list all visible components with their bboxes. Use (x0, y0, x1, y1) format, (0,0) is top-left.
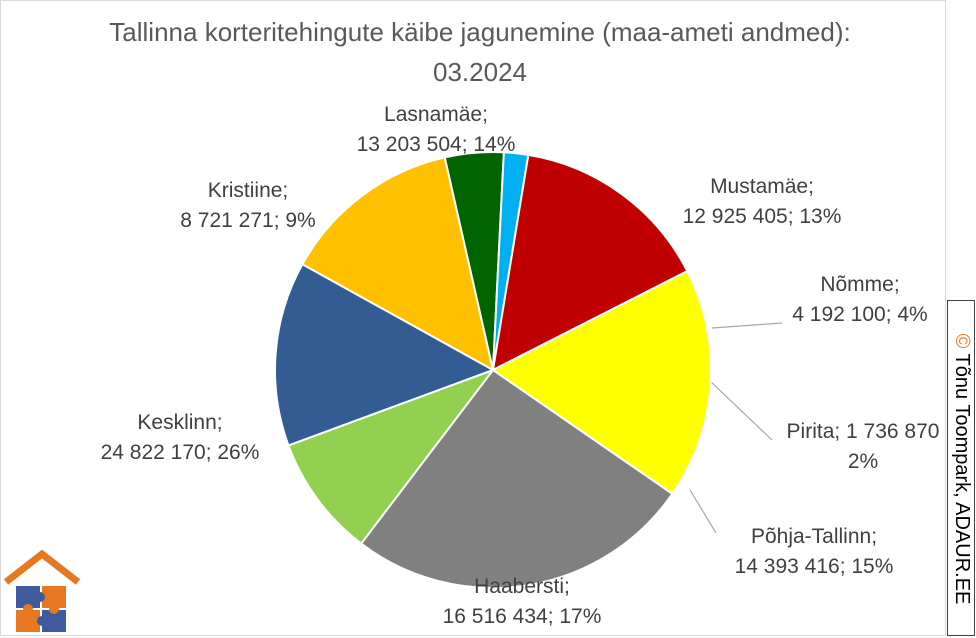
label-line: 4 192 100; 4% (792, 303, 928, 326)
label-line: Pirita; 1 736 870 (786, 420, 940, 443)
label-line: Haabersti; (474, 575, 570, 598)
label-line: 16 516 434; 17% (442, 605, 602, 628)
chart-title: Tallinna korteritehingute käibe jagunemi… (109, 17, 851, 87)
label-line: Kesklinn; (137, 411, 223, 434)
data-label-kesklinn: Kesklinn; 24 822 170; 26% (80, 408, 280, 468)
pie-slice-lasnamäe (274, 262, 496, 447)
label-line: Mustamäe; (710, 175, 814, 198)
house-puzzle-icon (3, 549, 81, 632)
leader-line (689, 489, 717, 534)
pie-slice-põhja-tallinn (491, 153, 689, 372)
leader-line (709, 380, 773, 441)
data-label-mustamäe: Mustamäe; 12 925 405; 13% (662, 172, 862, 232)
label-line: 14 393 416; 15% (734, 555, 894, 578)
copyright-icon: © (951, 333, 973, 349)
pie-slice-haabersti (491, 269, 712, 496)
label-line: 12 925 405; 13% (682, 205, 842, 228)
label-line: Kristiine; (207, 179, 289, 202)
copyright-text: © Tõnu Toompark, ADAUR.EE (948, 301, 974, 635)
pie-slice-kesklinn (359, 368, 674, 589)
pie-slice-mustamäe (300, 156, 495, 372)
label-line: 24 822 170; 26% (100, 441, 260, 464)
copyright-bar: © Tõnu Toompark, ADAUR.EE (947, 300, 975, 636)
label-line: Nõmme; (820, 273, 900, 296)
pie-slice-kristiine (287, 367, 496, 546)
data-label-pirita: Pirita; 1 736 870 2% (758, 417, 968, 477)
data-label-kristiine: Kristiine; 8 721 271; 9% (148, 176, 348, 236)
label-line: 13 203 504; 14% (356, 133, 516, 156)
label-line: Põhja-Tallinn; (750, 525, 878, 548)
data-label-haabersti: Haabersti; 16 516 434; 17% (402, 572, 642, 632)
data-label-nõmme: Nõmme; 4 192 100; 4% (770, 270, 950, 330)
label-line: Lasnamäe; (384, 103, 488, 126)
data-label-lasnamäe: Lasnamäe; 13 203 504; 14% (326, 100, 546, 160)
label-line: 2% (847, 450, 879, 473)
pie-chart (274, 151, 783, 589)
copyright-owner: Tõnu Toompark, ADAUR.EE (951, 353, 973, 605)
data-label-põhja-tallinn: Põhja-Tallinn; 14 393 416; 15% (694, 522, 934, 582)
label-line: 8 721 271; 9% (180, 209, 316, 232)
leader-line (711, 322, 783, 329)
